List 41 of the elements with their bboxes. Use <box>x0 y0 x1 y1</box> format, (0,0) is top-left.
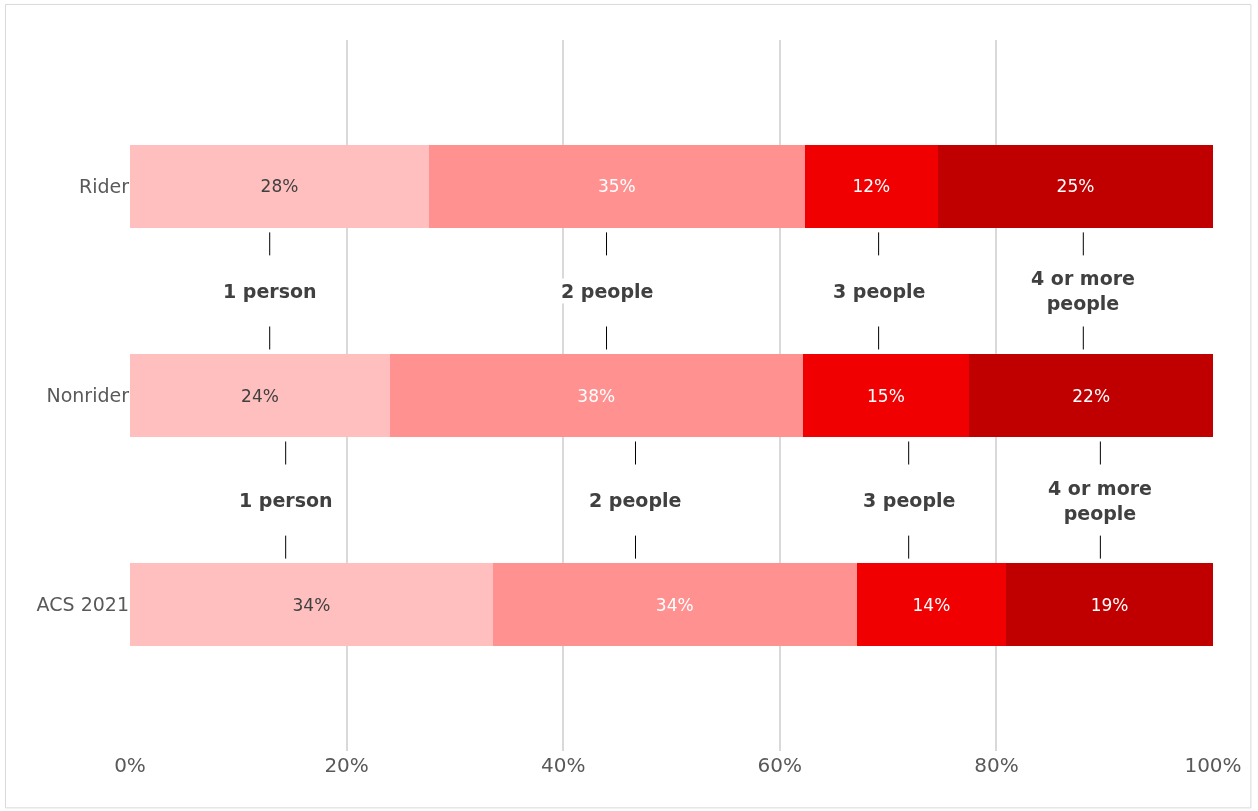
data-label: 22% <box>1072 385 1111 406</box>
bar <box>1006 562 1213 647</box>
text: 3 people <box>863 489 956 511</box>
bar <box>428 144 805 229</box>
bar <box>130 353 390 438</box>
bar <box>802 353 970 438</box>
bar <box>804 144 938 229</box>
bar <box>130 562 493 647</box>
data-label: 28% <box>260 176 299 197</box>
x-tick-label: 60% <box>757 753 803 777</box>
x-tick-label: 100% <box>1184 753 1242 777</box>
bar <box>389 353 803 438</box>
data-label: 14% <box>912 594 951 615</box>
y-tick-label: Rider <box>78 175 130 198</box>
text: 3 people <box>833 280 926 302</box>
x-tick-label: 0% <box>114 753 146 777</box>
text: 2 people <box>561 280 654 302</box>
bar <box>969 353 1213 438</box>
y-tick-label: Nonrider <box>46 384 130 407</box>
text: 4 or more people <box>1048 477 1152 524</box>
bar <box>492 562 857 647</box>
data-label: 35% <box>597 176 636 197</box>
data-label: 38% <box>577 385 616 406</box>
y-tick-label: ACS 2021 <box>36 593 129 616</box>
x-tick-label: 20% <box>324 753 369 777</box>
data-label: 24% <box>241 385 279 406</box>
data-label: 34% <box>292 594 331 615</box>
text: 1 person <box>239 489 333 511</box>
data-label: 25% <box>1056 176 1095 197</box>
data-label: 15% <box>867 385 905 406</box>
bar <box>856 562 1007 647</box>
text: 1 person <box>223 280 317 302</box>
text: 2 people <box>589 489 682 511</box>
text: 4 or more people <box>1031 267 1135 314</box>
x-tick-label: 80% <box>974 753 1019 777</box>
data-label: 34% <box>655 594 694 615</box>
bar <box>937 144 1213 229</box>
data-label: 12% <box>852 176 891 197</box>
x-tick-label: 40% <box>540 753 586 777</box>
bar <box>130 144 429 229</box>
data-label: 19% <box>1090 594 1129 615</box>
